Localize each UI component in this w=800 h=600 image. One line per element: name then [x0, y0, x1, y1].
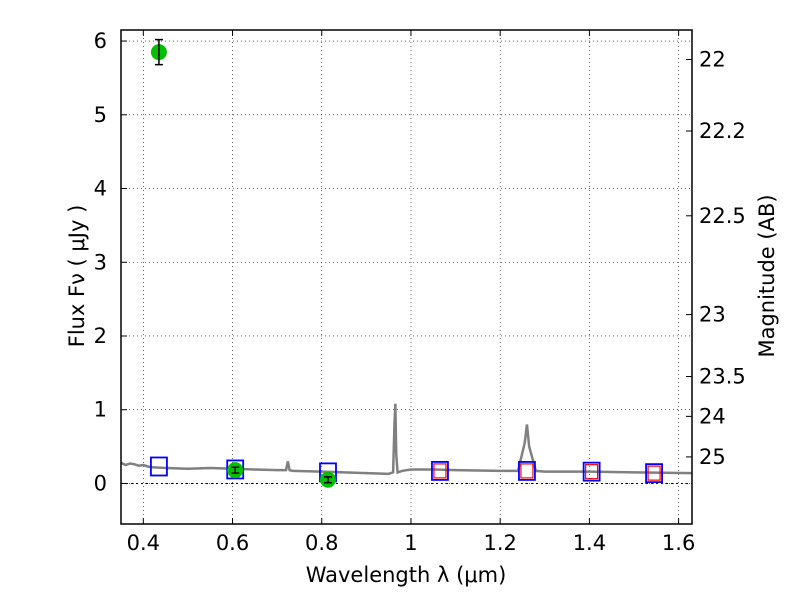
x-tick-label: 1 [404, 531, 417, 555]
model-band-marker [582, 461, 601, 482]
x-tick-label: 1.6 [662, 531, 695, 555]
x-tick-label: 0.6 [216, 531, 249, 555]
x-tick-label: 1.2 [483, 531, 516, 555]
right-tick-label: 23.5 [699, 365, 746, 389]
plot-frame [120, 29, 693, 525]
grid [121, 30, 692, 524]
model-band-marker [645, 463, 663, 484]
model-band-marker [518, 461, 536, 481]
right-tick-label: 22.2 [699, 119, 746, 143]
model-band-marker [431, 461, 449, 481]
x-axis-title: Wavelength λ (μm) [306, 563, 507, 587]
y-tick-label: 5 [94, 103, 107, 127]
sed-spectrum-line [120, 403, 693, 476]
data-layer [120, 38, 693, 488]
upper-limit-marker [520, 463, 534, 479]
model-band-marker [150, 456, 168, 477]
right-tick-label: 25 [699, 445, 726, 469]
x-tick-label: 0.4 [127, 531, 160, 555]
y-tick-label: 4 [94, 177, 107, 201]
right-tick-label: 24 [699, 404, 726, 428]
y-tick-label: 3 [94, 250, 107, 274]
ticks: 0.4 0.6 0.8 1 1.2 1.4 1.601234562222.222.52323… [94, 29, 746, 555]
right-tick-label: 22.5 [699, 204, 746, 228]
y-tick-label: 2 [94, 324, 107, 348]
y-tick-label: 6 [94, 29, 107, 53]
model-band-marker [226, 459, 245, 480]
y-axis-title: Flux Fν ( μJy ) [65, 205, 89, 348]
upper-limit-marker [433, 463, 447, 479]
upper-limit-marker [647, 465, 661, 481]
right-axis-title: Magnitude (AB) [755, 194, 779, 357]
right-tick-label: 22 [699, 47, 726, 71]
right-tick-label: 23 [699, 303, 726, 327]
y-tick-label: 0 [94, 471, 107, 495]
y-tick-label: 1 [94, 398, 107, 422]
upper-limit-marker [585, 464, 599, 480]
x-tick-label: 0.8 [305, 531, 338, 555]
x-tick-label: 1.4 [573, 531, 606, 555]
